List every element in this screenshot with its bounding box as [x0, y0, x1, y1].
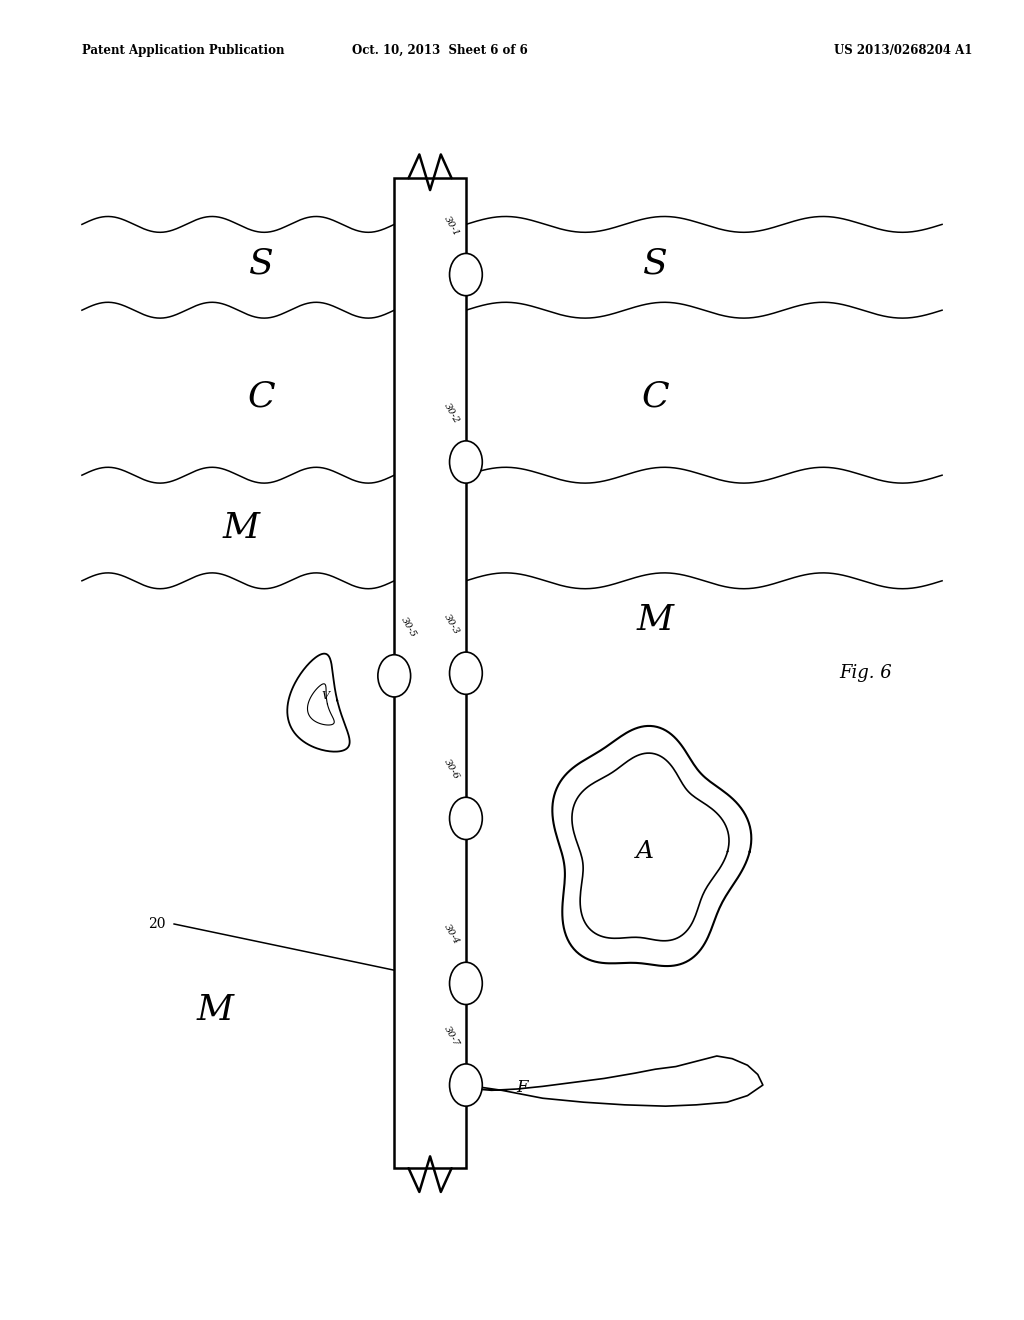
Polygon shape [288, 653, 349, 751]
Circle shape [450, 1064, 482, 1106]
Text: M: M [637, 603, 674, 638]
Text: 30-2: 30-2 [442, 401, 461, 425]
Text: A: A [636, 840, 654, 863]
Circle shape [450, 962, 482, 1005]
Text: Patent Application Publication: Patent Application Publication [82, 44, 285, 57]
Text: 30-1: 30-1 [442, 214, 461, 238]
Circle shape [378, 655, 411, 697]
Text: M: M [197, 993, 233, 1027]
Text: 20: 20 [148, 917, 166, 931]
Text: 30-5: 30-5 [399, 615, 418, 639]
Text: 30-7: 30-7 [442, 1024, 461, 1048]
Circle shape [450, 652, 482, 694]
Text: 30-6: 30-6 [442, 758, 461, 781]
Text: C: C [248, 379, 274, 413]
Text: Oct. 10, 2013  Sheet 6 of 6: Oct. 10, 2013 Sheet 6 of 6 [352, 44, 528, 57]
Text: S: S [643, 247, 668, 281]
Polygon shape [466, 1056, 763, 1106]
Polygon shape [552, 726, 752, 966]
Text: Fig. 6: Fig. 6 [840, 664, 893, 682]
Text: C: C [642, 379, 669, 413]
Text: 30-4: 30-4 [442, 923, 461, 946]
Bar [394, 178, 466, 1168]
Text: F: F [516, 1080, 528, 1096]
Circle shape [450, 797, 482, 840]
Circle shape [450, 253, 482, 296]
Circle shape [450, 441, 482, 483]
Text: V: V [322, 690, 330, 701]
Text: 30-3: 30-3 [442, 612, 461, 636]
Text: M: M [222, 511, 259, 545]
Text: US 2013/0268204 A1: US 2013/0268204 A1 [835, 44, 973, 57]
Text: S: S [249, 247, 273, 281]
